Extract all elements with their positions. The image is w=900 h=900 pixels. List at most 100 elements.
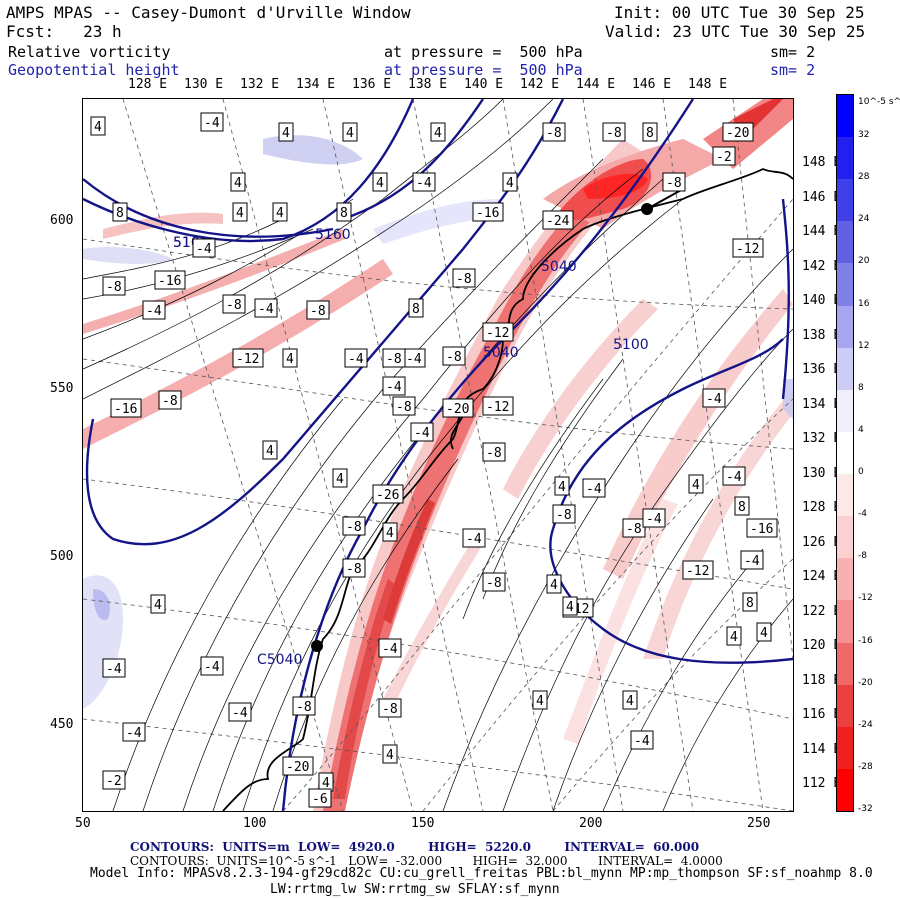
- colorbar-label: 16: [858, 298, 870, 309]
- bottom-axis-label: 100: [243, 816, 267, 831]
- svg-text:-20: -20: [286, 760, 309, 775]
- field1-name: Relative vorticity: [8, 43, 171, 61]
- svg-text:-4: -4: [386, 380, 402, 395]
- vorticity-label: -8: [292, 696, 316, 716]
- vorticity-label: -6: [308, 788, 332, 808]
- svg-text:-4: -4: [348, 352, 364, 367]
- colorbar: [836, 94, 854, 812]
- svg-text:4: 4: [536, 694, 544, 709]
- model-info: Model Info: MPASv8.2.3-194-gf29cd82c CU:…: [90, 866, 873, 881]
- svg-text:-20: -20: [446, 402, 469, 417]
- vorticity-label: 4: [430, 122, 446, 142]
- svg-text:-4: -4: [204, 660, 220, 675]
- vorticity-label: 4: [150, 594, 166, 614]
- colorbar-segment: [837, 305, 853, 349]
- right-lat-label: 136 E: [802, 362, 842, 377]
- colorbar-label: 0: [858, 467, 864, 478]
- height-contour-label: 5100: [613, 337, 649, 353]
- vorticity-label: 4: [232, 202, 248, 222]
- positive-vorticity-shading: [83, 135, 793, 709]
- svg-text:-12: -12: [736, 242, 759, 257]
- svg-text:4: 4: [550, 578, 558, 593]
- colorbar-segment: [837, 726, 853, 770]
- vorticity-label: -4: [200, 656, 224, 676]
- left-axis-label: 550: [50, 381, 74, 396]
- svg-text:8: 8: [412, 302, 420, 317]
- vorticity-label: -8: [306, 300, 330, 320]
- vorticity-label: 4: [282, 348, 298, 368]
- vorticity-contours-info: CONTOURS: UNITS=10^-5 s^-1 LOW= -32.000 …: [130, 854, 723, 868]
- svg-text:4: 4: [266, 444, 274, 459]
- svg-text:-4: -4: [106, 662, 122, 677]
- right-lat-label: 114 E: [802, 741, 842, 757]
- colorbar-label: 8: [858, 382, 864, 393]
- vorticity-label: 4: [272, 202, 288, 222]
- colorbar-label: 28: [858, 172, 870, 183]
- vorticity-label: 4: [554, 476, 570, 496]
- vorticity-label: -8: [222, 294, 246, 314]
- vorticity-label: 4: [262, 440, 278, 460]
- colorbar-label: -32: [858, 804, 873, 814]
- svg-text:-8: -8: [162, 394, 178, 409]
- svg-text:-8: -8: [296, 700, 312, 715]
- vorticity-label: -4: [142, 300, 166, 320]
- colorbar-segment: [837, 684, 853, 728]
- vorticity-label: -4: [102, 658, 126, 678]
- vorticity-label: 4: [372, 172, 388, 192]
- vorticity-label: -4: [462, 528, 486, 548]
- vorticity-label: -4: [702, 388, 726, 408]
- vorticity-label: 8: [112, 202, 128, 222]
- svg-text:8: 8: [746, 596, 754, 611]
- vorticity-label: 4: [318, 772, 334, 792]
- svg-text:-4: -4: [146, 304, 162, 319]
- right-lat-label: 142 E: [802, 258, 842, 274]
- height-contour-label: 5040: [541, 259, 577, 275]
- svg-text:-4: -4: [414, 426, 430, 441]
- vorticity-label: -8: [552, 504, 576, 524]
- vorticity-label: 4: [756, 622, 772, 642]
- svg-text:8: 8: [738, 500, 746, 515]
- vorticity-value-labels: 4 -44 4 4 -8 8 -20-8-2-84 4 -4 48 -16-24-124-4-16-…: [90, 112, 778, 808]
- vorticity-label: 4: [342, 122, 358, 142]
- svg-text:-16: -16: [158, 274, 181, 289]
- top-lon-label: 142 E: [520, 77, 560, 92]
- svg-text:-4: -4: [646, 512, 662, 527]
- top-lon-label: 136 E: [352, 77, 392, 92]
- vorticity-label: -8: [482, 442, 506, 462]
- vorticity-label: 8: [742, 592, 758, 612]
- vorticity-label: -8: [342, 516, 366, 536]
- valid-time: Valid: 23 UTC Tue 30 Sep 25: [605, 22, 866, 41]
- svg-text:4: 4: [94, 120, 102, 135]
- vorticity-label: -12: [682, 560, 714, 580]
- top-lon-label: 128 E: [128, 77, 168, 92]
- colorbar-label: -16: [858, 635, 873, 646]
- vorticity-label: 4: [562, 596, 578, 616]
- svg-text:4: 4: [154, 598, 162, 613]
- bottom-axis-label: 200: [579, 816, 603, 831]
- svg-text:-12: -12: [486, 400, 509, 415]
- colorbar-unit: 10^-5 s^-1: [858, 97, 900, 107]
- vorticity-label: -4: [378, 638, 402, 658]
- svg-text:4: 4: [346, 126, 354, 141]
- vorticity-label: -8: [392, 396, 416, 416]
- svg-text:-4: -4: [586, 482, 602, 497]
- colorbar-segment: [837, 431, 853, 475]
- vorticity-label: -16: [746, 518, 778, 538]
- vorticity-label: 4: [726, 626, 742, 646]
- vorticity-label: 4: [230, 172, 246, 192]
- vorticity-label: -16: [154, 270, 186, 290]
- svg-text:-8: -8: [626, 522, 642, 537]
- right-lat-label: 134 E: [802, 396, 842, 412]
- svg-text:-4: -4: [466, 532, 482, 547]
- vorticity-label: -20: [282, 756, 314, 776]
- right-lat-label: 118 E: [802, 672, 842, 688]
- field2-smoothing: sm= 2: [770, 61, 816, 79]
- vorticity-label: -26: [372, 484, 404, 504]
- svg-text:-8: -8: [226, 298, 242, 313]
- svg-text:-16: -16: [114, 402, 137, 417]
- vorticity-label: -24: [542, 210, 574, 230]
- vorticity-label: -12: [232, 348, 264, 368]
- svg-text:4: 4: [386, 748, 394, 763]
- vorticity-label: -4: [630, 730, 654, 750]
